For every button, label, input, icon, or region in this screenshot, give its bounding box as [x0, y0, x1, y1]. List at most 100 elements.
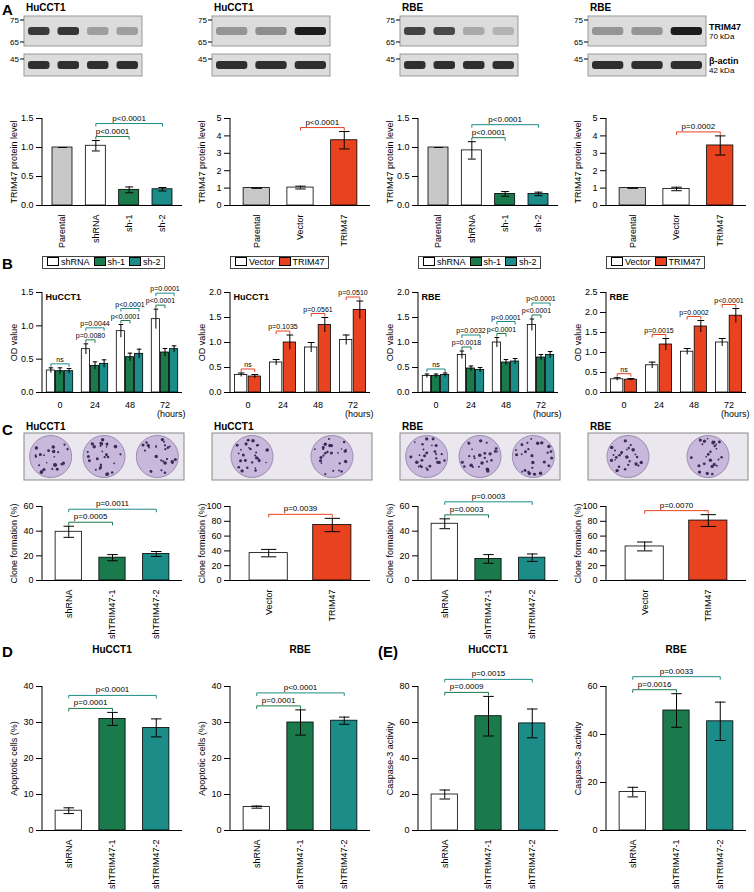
svg-text:(hours): (hours): [345, 409, 374, 419]
svg-text:p<0.0001: p<0.0001: [491, 314, 520, 322]
svg-text:p<0.0001: p<0.0001: [112, 114, 146, 123]
svg-text:1.0: 1.0: [209, 337, 222, 347]
svg-text:TRIM47 protein level: TRIM47 protein level: [573, 120, 583, 203]
svg-text:p<0.0001: p<0.0001: [472, 128, 506, 137]
svg-text:TRIM47 protein level: TRIM47 protein level: [9, 120, 19, 203]
svg-text:RBE: RBE: [610, 292, 629, 302]
svg-text:2.0: 2.0: [209, 287, 222, 297]
svg-text:40: 40: [211, 546, 221, 556]
svg-text:1.5: 1.5: [397, 312, 410, 322]
svg-text:3: 3: [592, 148, 597, 158]
svg-text:75: 75: [574, 16, 583, 25]
svg-text:0: 0: [592, 825, 597, 835]
svg-text:1.5: 1.5: [209, 312, 222, 322]
svg-text:OD value: OD value: [9, 324, 19, 362]
svg-text:p<0.0001: p<0.0001: [487, 326, 516, 334]
svg-text:45: 45: [574, 55, 583, 64]
svg-text:shTRIM47-2: shTRIM47-2: [527, 840, 537, 890]
svg-text:p=0.0070: p=0.0070: [660, 501, 694, 510]
svg-text:60: 60: [23, 501, 33, 511]
svg-text:0: 0: [592, 200, 597, 210]
svg-text:ns: ns: [432, 361, 440, 368]
svg-text:80: 80: [587, 516, 597, 526]
svg-text:40: 40: [23, 681, 33, 691]
svg-text:shRNA: shRNA: [91, 215, 101, 244]
svg-text:24: 24: [654, 400, 664, 410]
svg-text:48: 48: [689, 400, 699, 410]
svg-text:shRNA: shRNA: [440, 590, 450, 619]
svg-text:1.5: 1.5: [21, 113, 34, 123]
svg-text:1.5: 1.5: [585, 327, 598, 337]
svg-text:p<0.0001: p<0.0001: [522, 307, 551, 315]
svg-text:0: 0: [592, 575, 597, 585]
svg-text:60: 60: [399, 501, 409, 511]
svg-text:100: 100: [206, 501, 221, 511]
svg-text:p=0.0032: p=0.0032: [456, 327, 485, 335]
svg-text:p=0.0001: p=0.0001: [74, 698, 108, 707]
svg-text:p<0.0001: p<0.0001: [488, 115, 522, 124]
svg-text:10: 10: [23, 789, 33, 799]
svg-text:0: 0: [216, 575, 221, 585]
svg-text:β-actin: β-actin: [709, 56, 739, 66]
svg-text:p=0.0561: p=0.0561: [303, 306, 332, 314]
svg-text:40: 40: [399, 526, 409, 536]
svg-text:p=0.0005: p=0.0005: [74, 512, 108, 521]
svg-text:30: 30: [211, 717, 221, 727]
svg-text:42 kDa: 42 kDa: [709, 66, 735, 75]
svg-text:shTRIM47-1: shTRIM47-1: [483, 840, 493, 890]
svg-text:RBE: RBE: [402, 421, 423, 432]
svg-text:65: 65: [386, 38, 395, 47]
svg-text:20: 20: [23, 551, 33, 561]
svg-text:p=0.0016: p=0.0016: [638, 680, 672, 689]
svg-text:0.5: 0.5: [397, 362, 410, 372]
svg-text:0: 0: [404, 575, 409, 585]
svg-text:sh-1: sh-1: [124, 215, 134, 233]
svg-text:shTRIM47-1: shTRIM47-1: [107, 840, 117, 890]
svg-text:p=0.0039: p=0.0039: [284, 504, 318, 513]
svg-text:Vector: Vector: [671, 214, 681, 240]
svg-text:p=0.0002: p=0.0002: [682, 122, 716, 131]
svg-text:0.5: 0.5: [21, 354, 34, 364]
svg-text:p=0.0001: p=0.0001: [150, 285, 179, 293]
svg-text:40: 40: [23, 526, 33, 536]
svg-text:p<0.0001: p<0.0001: [96, 685, 130, 694]
svg-text:TRIM47 protein level: TRIM47 protein level: [385, 120, 395, 203]
svg-text:p=0.0003: p=0.0003: [450, 505, 484, 514]
svg-text:p=0.0003: p=0.0003: [472, 492, 506, 501]
svg-text:HuCCT1: HuCCT1: [46, 292, 82, 302]
svg-text:shRNA: shRNA: [64, 590, 74, 619]
svg-text:shRNA: shRNA: [628, 840, 638, 869]
svg-text:Parental: Parental: [252, 215, 262, 249]
svg-text:45: 45: [198, 55, 207, 64]
svg-text:HuCCT1: HuCCT1: [26, 421, 66, 432]
svg-text:2.0: 2.0: [585, 307, 598, 317]
svg-text:p=0.0001: p=0.0001: [262, 696, 296, 705]
svg-text:48: 48: [313, 400, 323, 410]
svg-text:65: 65: [574, 38, 583, 47]
svg-text:0: 0: [216, 200, 221, 210]
svg-text:40: 40: [211, 681, 221, 691]
svg-text:2: 2: [216, 166, 221, 176]
svg-text:20: 20: [211, 561, 221, 571]
svg-text:Clone formation (%): Clone formation (%): [197, 503, 207, 583]
svg-text:p<0.0001: p<0.0001: [306, 118, 340, 127]
svg-text:0.5: 0.5: [209, 362, 222, 372]
svg-text:45: 45: [386, 55, 395, 64]
svg-text:1.0: 1.0: [585, 347, 598, 357]
svg-text:0: 0: [621, 400, 626, 410]
svg-text:sh-2: sh-2: [533, 215, 543, 233]
svg-text:Parental: Parental: [57, 215, 67, 249]
svg-text:5: 5: [592, 113, 597, 123]
svg-text:1.0: 1.0: [397, 337, 410, 347]
svg-text:HuCCT1: HuCCT1: [234, 292, 270, 302]
svg-text:RBE: RBE: [402, 2, 423, 13]
svg-text:p=0.0015: p=0.0015: [644, 327, 673, 335]
svg-text:p=0.0009: p=0.0009: [450, 682, 484, 691]
svg-text:48: 48: [501, 400, 511, 410]
svg-text:0.0: 0.0: [397, 387, 410, 397]
svg-text:80: 80: [399, 681, 409, 691]
svg-text:40: 40: [399, 753, 409, 763]
svg-text:24: 24: [90, 400, 100, 410]
svg-text:Caspase-3 activity: Caspase-3 activity: [573, 721, 583, 795]
svg-text:20: 20: [587, 561, 597, 571]
